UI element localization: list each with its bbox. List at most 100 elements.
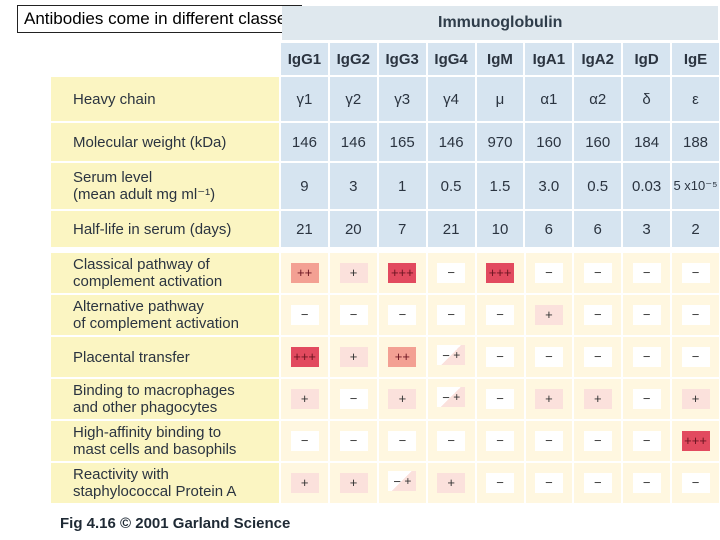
activity-value: − bbox=[534, 347, 563, 367]
activity-value: + bbox=[388, 389, 417, 409]
property-value: 21 bbox=[279, 210, 329, 248]
split-bottom-symbol: + bbox=[453, 389, 461, 404]
property-value: 21 bbox=[426, 210, 476, 248]
header-blank-cell bbox=[50, 42, 280, 76]
activity-row: Placental transfer +++ + ++ − + − − − − − bbox=[50, 336, 720, 378]
activity-value: − bbox=[681, 473, 710, 493]
activity-value: − bbox=[486, 389, 515, 409]
activity-value: − bbox=[388, 305, 417, 325]
activity-value: − bbox=[681, 305, 710, 325]
activity-cell: + bbox=[329, 252, 378, 294]
immunoglobulin-header-label: Immunoglobulin bbox=[438, 14, 563, 31]
activity-cell: +++ bbox=[475, 252, 525, 294]
activity-cell: + bbox=[524, 378, 574, 420]
activity-value: − bbox=[632, 431, 661, 451]
activity-value: +++ bbox=[486, 263, 515, 283]
property-value: 6 bbox=[524, 210, 574, 248]
property-value: δ bbox=[622, 76, 672, 122]
activity-cell: + bbox=[426, 462, 476, 504]
property-value: γ1 bbox=[279, 76, 329, 122]
activity-cell: + bbox=[573, 378, 623, 420]
property-value: 0.03 bbox=[622, 162, 672, 210]
property-value: 3 bbox=[622, 210, 672, 248]
property-row: Half-life in serum (days) 21 20 7 21 10 6 6 3 2 bbox=[50, 210, 720, 248]
activity-value: − bbox=[339, 389, 368, 409]
activity-value: +++ bbox=[290, 347, 319, 367]
property-value: 188 bbox=[671, 122, 720, 162]
column-header-iga2: IgA2 bbox=[573, 42, 623, 76]
activity-value: − bbox=[632, 263, 661, 283]
property-label: Serum level (mean adult mg ml⁻¹) bbox=[50, 162, 280, 210]
activity-cell: + bbox=[671, 378, 720, 420]
property-table: IgG1 IgG2 IgG3 IgG4 IgM IgA1 IgA2 IgD IgE Heavy … bbox=[50, 42, 720, 248]
activity-cell: − bbox=[622, 378, 672, 420]
activity-cell: − bbox=[573, 420, 623, 462]
activity-value: + bbox=[339, 473, 368, 493]
activity-cell: − + bbox=[426, 336, 476, 378]
property-value: 6 bbox=[573, 210, 623, 248]
activity-cell: − bbox=[524, 462, 574, 504]
property-value: 20 bbox=[328, 210, 378, 248]
activity-cell: + bbox=[280, 462, 330, 504]
property-value: 1 bbox=[377, 162, 427, 210]
activity-cell: − bbox=[622, 420, 672, 462]
activity-value: + bbox=[339, 263, 368, 283]
activity-cell: − bbox=[671, 252, 720, 294]
activity-value: + bbox=[681, 389, 710, 409]
activity-cell: − bbox=[329, 420, 378, 462]
activity-value: + bbox=[583, 389, 612, 409]
activity-value: − bbox=[290, 305, 319, 325]
activity-cell: − bbox=[524, 252, 574, 294]
activity-cell: − bbox=[671, 294, 720, 336]
activity-value: − bbox=[486, 431, 515, 451]
activity-cell: − bbox=[573, 336, 623, 378]
property-row: Serum level (mean adult mg ml⁻¹) 9 3 1 0.5 1.… bbox=[50, 162, 720, 210]
activity-value: + bbox=[534, 305, 563, 325]
activity-cell: + bbox=[280, 378, 330, 420]
column-header-igg4: IgG4 bbox=[426, 42, 476, 76]
activity-value: + bbox=[534, 389, 563, 409]
property-value: 3 bbox=[328, 162, 378, 210]
activity-value-split: − + bbox=[437, 386, 466, 407]
activity-cell: ++ bbox=[377, 336, 427, 378]
activity-value: − bbox=[632, 389, 661, 409]
activity-value: − bbox=[632, 473, 661, 493]
property-label: Half-life in serum (days) bbox=[50, 210, 280, 248]
activity-cell: − bbox=[426, 294, 476, 336]
activity-cell: − bbox=[475, 294, 525, 336]
activity-value: − bbox=[388, 431, 417, 451]
property-value: 160 bbox=[573, 122, 623, 162]
activity-cell: − bbox=[329, 378, 378, 420]
activity-cell: − bbox=[622, 294, 672, 336]
activity-value: − bbox=[339, 305, 368, 325]
figure-caption: Fig 4.16 © 2001 Garland Science bbox=[60, 515, 291, 532]
activity-value: ++ bbox=[290, 263, 319, 283]
immunoglobulin-header: Immunoglobulin bbox=[282, 6, 718, 40]
activity-table: Classical pathway of complement activati… bbox=[50, 252, 720, 504]
activity-cell: +++ bbox=[280, 336, 330, 378]
activity-cell: − bbox=[475, 420, 525, 462]
activity-cell: + bbox=[329, 462, 378, 504]
property-value: γ2 bbox=[328, 76, 378, 122]
split-top-symbol: − bbox=[442, 389, 450, 405]
activity-row: Binding to macrophages and other phagocy… bbox=[50, 378, 720, 420]
activity-value: − bbox=[486, 305, 515, 325]
activity-label: Classical pathway of complement activati… bbox=[50, 252, 281, 294]
activity-cell: +++ bbox=[377, 252, 427, 294]
property-value: 1.5 bbox=[475, 162, 525, 210]
activity-cell: − bbox=[280, 420, 330, 462]
property-value: 0.5 bbox=[426, 162, 476, 210]
activity-cell: − bbox=[573, 294, 623, 336]
activity-value: − bbox=[583, 305, 612, 325]
activity-value: − bbox=[290, 431, 319, 451]
activity-value: + bbox=[339, 347, 368, 367]
activity-row: Alternative pathway of complement activa… bbox=[50, 294, 720, 336]
activity-value-split: − + bbox=[437, 344, 466, 365]
column-header-ige: IgE bbox=[671, 42, 720, 76]
activity-cell: − bbox=[280, 294, 330, 336]
activity-value: − bbox=[632, 305, 661, 325]
property-value: 3.0 bbox=[524, 162, 574, 210]
activity-cell: − bbox=[475, 378, 525, 420]
activity-cell: − bbox=[475, 336, 525, 378]
column-header-iga1: IgA1 bbox=[524, 42, 574, 76]
